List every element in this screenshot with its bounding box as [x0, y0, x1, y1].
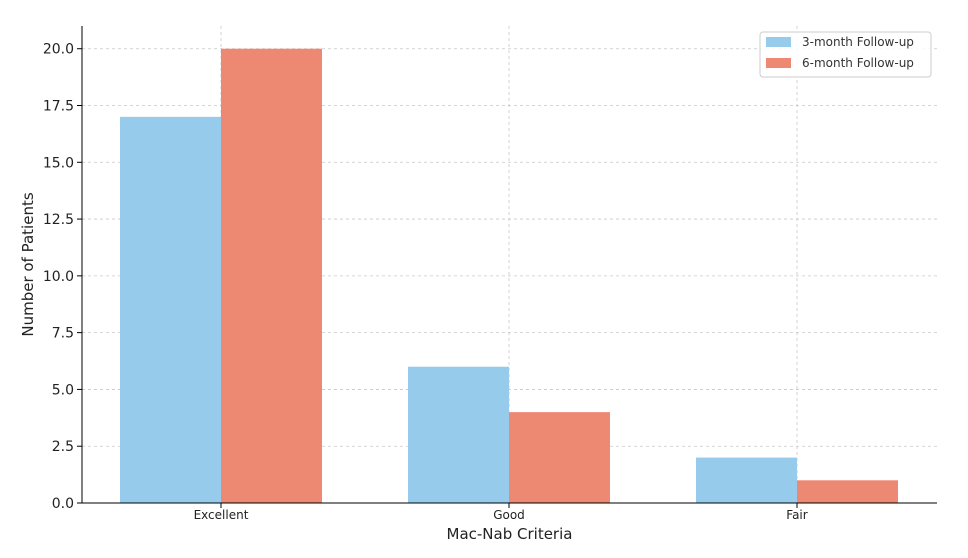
y-tick-label: 15.0 — [43, 155, 74, 171]
y-tick-label: 0.0 — [52, 496, 74, 512]
legend-swatch — [766, 37, 791, 47]
y-tick-label: 10.0 — [43, 269, 74, 285]
bar-good-series-1 — [408, 366, 509, 503]
y-tick-label: 17.5 — [43, 99, 74, 115]
legend: 3-month Follow-up 6-month Follow-up — [759, 31, 932, 78]
x-tick-label: Excellent — [194, 508, 249, 522]
x-tick-label: Fair — [786, 508, 807, 522]
y-tick-label: 12.5 — [43, 212, 74, 228]
bars — [120, 48, 898, 503]
bar-good-series-2 — [509, 412, 610, 503]
x-tick-labels: Excellent Good Fair — [194, 503, 808, 522]
y-tick-label: 7.5 — [52, 326, 74, 342]
y-tick-label: 20.0 — [43, 42, 74, 58]
y-axis-title: Number of Patients — [19, 192, 37, 336]
y-tick-label: 5.0 — [52, 382, 74, 398]
legend-box — [759, 31, 932, 78]
legend-label: 6-month Follow-up — [802, 56, 914, 70]
y-tick-label: 2.5 — [52, 439, 74, 455]
bar-fair-series-1 — [696, 457, 797, 503]
legend-swatch — [766, 58, 791, 68]
x-axis-title: Mac-Nab Criteria — [447, 525, 573, 543]
x-tick-label: Good — [493, 508, 525, 522]
bar-fair-series-2 — [797, 480, 898, 503]
legend-label: 3-month Follow-up — [802, 35, 914, 49]
bar-excellent-series-1 — [120, 116, 221, 503]
bar-excellent-series-2 — [221, 48, 322, 503]
y-tick-labels: 0.0 2.5 5.0 7.5 10.0 12.5 15.0 17.5 20.0 — [43, 42, 82, 512]
